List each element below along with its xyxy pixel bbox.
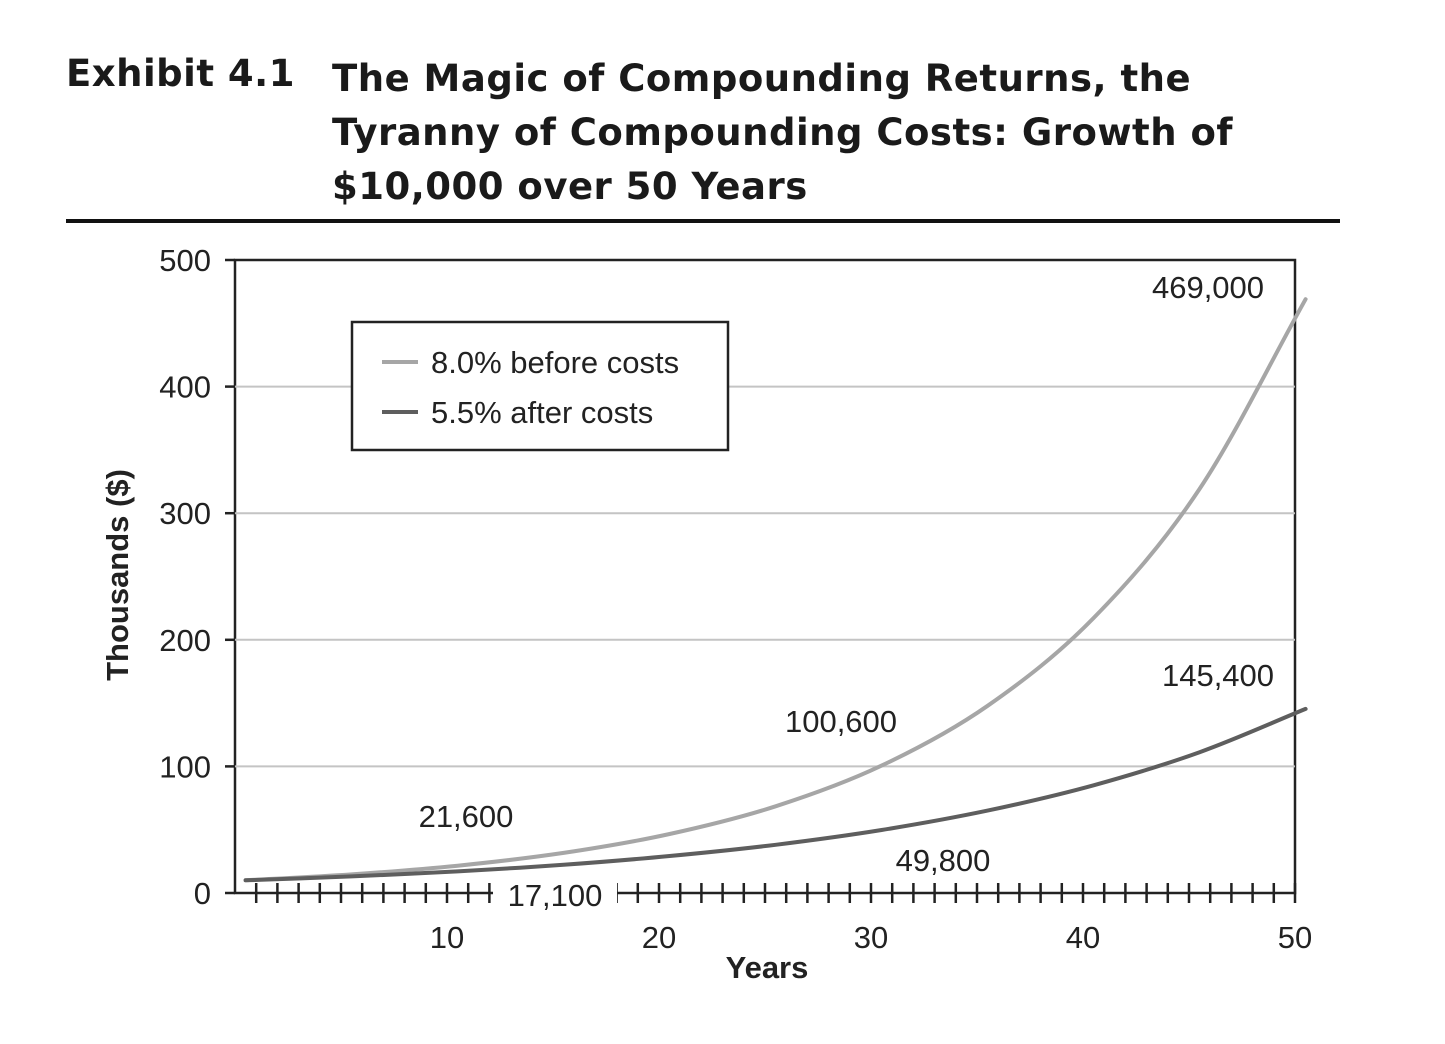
y-tick-label-200: 200 — [159, 623, 211, 658]
data-label-5: 17,100 — [508, 878, 603, 913]
data-label-bg-5 — [493, 882, 617, 918]
legend-label-before-costs: 8.0% before costs — [431, 345, 679, 380]
title-divider — [66, 219, 1340, 223]
data-label-2: 100,600 — [785, 704, 897, 739]
series-line-before-costs — [243, 297, 1308, 883]
y-axis-title: Thousands ($) — [100, 469, 135, 681]
data-labels: 469,000 145,400 100,600 49,800 21,600 17,100 — [419, 270, 1274, 918]
x-minor-ticks — [254, 883, 1297, 903]
y-tick-label-400: 400 — [159, 370, 211, 405]
x-tick-label-50: 50 — [1278, 920, 1312, 955]
series-line-after-costs — [243, 706, 1308, 883]
legend-box — [350, 320, 730, 452]
x-tick-label-30: 30 — [854, 920, 888, 955]
x-tick-label-10: 10 — [430, 920, 464, 955]
data-label-4: 21,600 — [419, 799, 514, 834]
y-axis-ticks: 0 100 200 300 400 500 — [159, 243, 235, 911]
y-tick-label-100: 100 — [159, 749, 211, 784]
exhibit-number: Exhibit 4.1 — [66, 52, 295, 95]
data-label-1: 145,400 — [1162, 658, 1274, 693]
x-tick-label-40: 40 — [1066, 920, 1100, 955]
data-label-3: 49,800 — [896, 843, 991, 878]
x-axis-ticks: 10 20 30 40 50 — [430, 920, 1312, 955]
series-lines — [243, 297, 1308, 883]
exhibit-title: The Magic of Compounding Returns, the Ty… — [332, 57, 1233, 208]
y-tick-label-500: 500 — [159, 243, 211, 278]
data-label-0: 469,000 — [1152, 270, 1264, 305]
x-tick-label-20: 20 — [642, 920, 676, 955]
legend-label-after-costs: 5.5% after costs — [431, 395, 653, 430]
legend: 8.0% before costs 5.5% after costs — [350, 320, 730, 452]
y-tick-label-300: 300 — [159, 496, 211, 531]
y-tick-label-0: 0 — [194, 876, 211, 911]
x-axis-title: Years — [726, 950, 809, 985]
